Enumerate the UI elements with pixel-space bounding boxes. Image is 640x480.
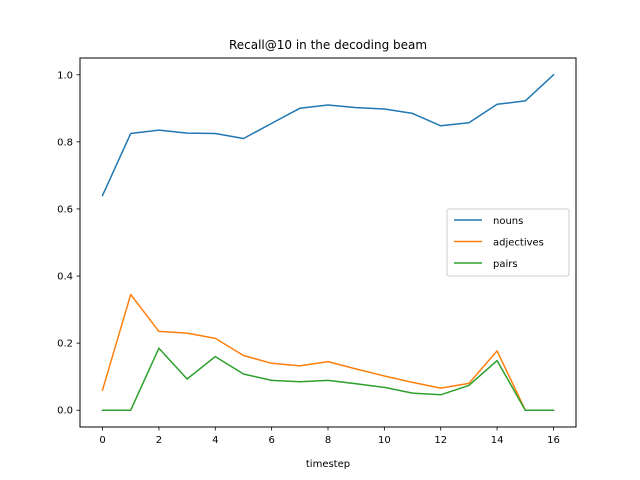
x-tick-label: 6 [268, 435, 274, 446]
y-tick-label: 0.2 [57, 339, 73, 350]
series-line-adjectives [101, 293, 555, 411]
y-tick-label: 1.0 [57, 70, 73, 81]
legend: nouns adjectives pairs [446, 208, 570, 277]
y-tick-label: 0.4 [57, 272, 73, 283]
x-tick-label: 10 [378, 435, 391, 446]
x-tick-label: 8 [325, 435, 331, 446]
x-tick-label: 2 [156, 435, 162, 446]
chart-title: Recall@10 in the decoding beam [229, 38, 427, 52]
x-tick-label: 4 [212, 435, 218, 446]
x-axis-ticks: 0 2 4 6 8 10 12 14 16 [99, 427, 560, 446]
y-tick-label: 0.8 [57, 137, 73, 148]
y-axis-ticks: 0.0 0.2 0.4 0.6 0.8 1.0 [57, 70, 80, 417]
legend-label-nouns: nouns [493, 216, 523, 227]
y-tick-label: 0.0 [57, 406, 73, 417]
x-tick-label: 12 [434, 435, 447, 446]
x-tick-label: 16 [547, 435, 560, 446]
plot-lines [101, 73, 555, 411]
series-line-nouns [101, 73, 555, 197]
x-tick-label: 0 [99, 435, 105, 446]
legend-label-adjectives: adjectives [493, 238, 544, 249]
x-axis-label: timestep [306, 459, 350, 470]
legend-box [446, 208, 570, 277]
x-tick-label: 14 [491, 435, 504, 446]
series-line-pairs [101, 347, 555, 411]
legend-label-pairs: pairs [493, 259, 518, 270]
y-tick-label: 0.6 [57, 204, 73, 215]
